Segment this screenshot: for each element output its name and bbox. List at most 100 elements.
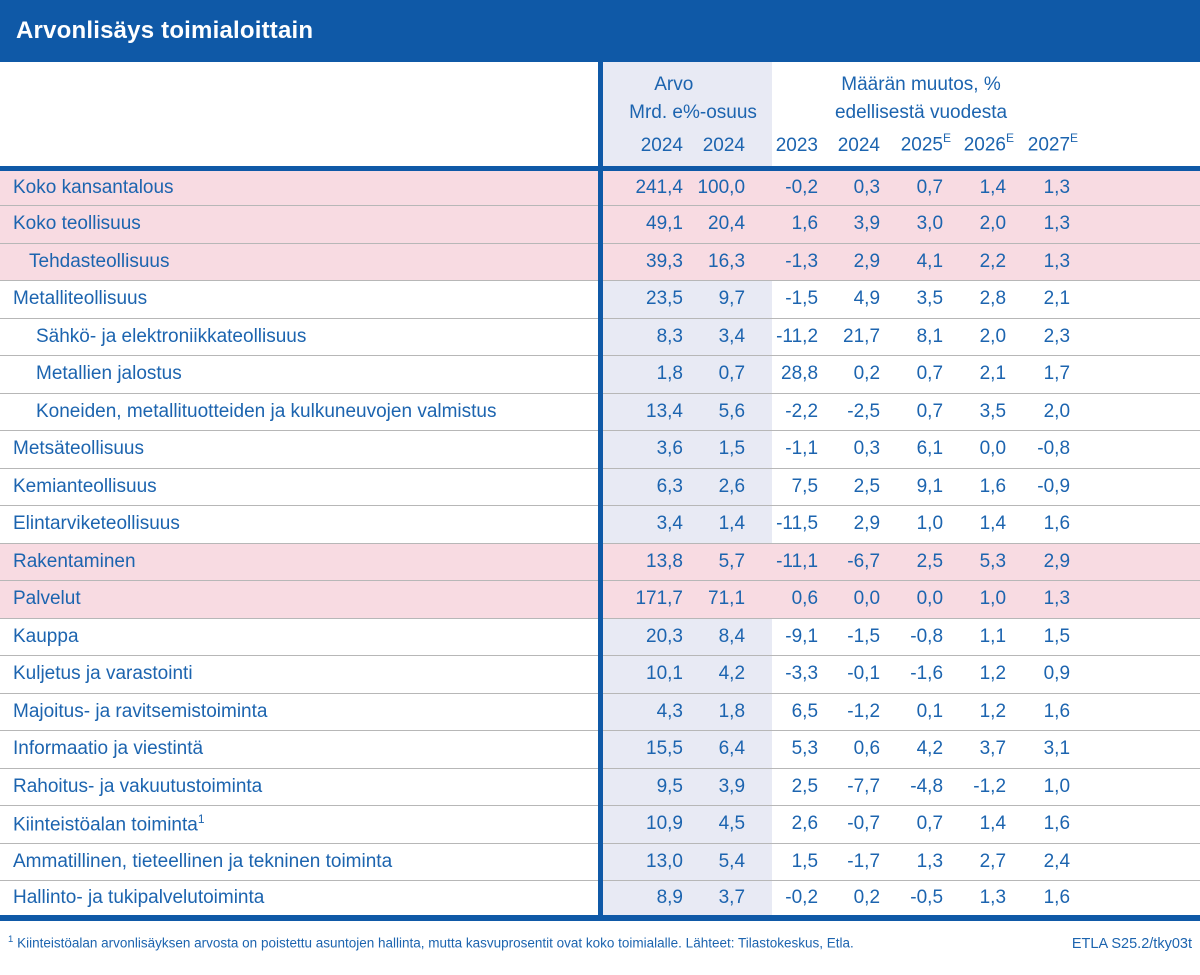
table-row: Koneiden, metallituotteiden ja kulkuneuv… — [0, 392, 1200, 431]
cell-value: 20,3 — [600, 617, 683, 656]
cell-value: 1,4 — [943, 168, 1007, 206]
cell-value: 3,6 — [600, 430, 683, 468]
cell-value: 1,4 — [943, 505, 1007, 543]
cell-value: 2,7 — [943, 842, 1007, 881]
cell-value: 2,9 — [818, 505, 881, 543]
cell-value: -1,1 — [772, 430, 819, 468]
cell-value: 5,4 — [683, 842, 773, 881]
col-header-year-osuus: 2024 — [683, 125, 773, 171]
cell-value: 0,0 — [943, 430, 1007, 468]
cell-value: -1,5 — [818, 617, 881, 656]
cell-value: 0,6 — [818, 730, 881, 768]
table-row: Hallinto- ja tukipalvelutoiminta 8,9 3,7 -0… — [0, 880, 1200, 921]
col-header-2026e: 2026E — [943, 125, 1014, 171]
cell-value: -1,5 — [772, 280, 819, 318]
cell-value: -1,2 — [818, 692, 881, 731]
cell-value: 10,9 — [600, 805, 683, 843]
cell-filler — [1070, 730, 1200, 768]
cell-value: 100,0 — [683, 168, 773, 206]
cell-value: 1,5 — [683, 430, 773, 468]
row-label: Kuljetus ja varastointi — [0, 655, 603, 693]
cell-value: 1,3 — [1006, 205, 1071, 243]
cell-value: -1,2 — [943, 767, 1007, 806]
row-label: Kiinteistöalan toiminta1 — [0, 805, 603, 843]
cell-value: 2,6 — [772, 805, 819, 843]
cell-value: 2,5 — [818, 467, 881, 506]
cell-value: 3,5 — [943, 392, 1007, 431]
table-row: Metalliteollisuus 23,5 9,7 -1,5 4,9 3,5 2,8 2,1 — [0, 280, 1200, 318]
header-label-spacer — [0, 62, 603, 98]
cell-value: 0,1 — [880, 692, 944, 731]
page-title: Arvonlisäys toimialoittain — [16, 17, 314, 44]
header-filler — [1070, 62, 1200, 98]
cell-value: -1,3 — [772, 242, 819, 281]
cell-value: 9,5 — [600, 767, 683, 806]
cell-value: 2,1 — [1006, 280, 1071, 318]
cell-filler — [1070, 168, 1200, 206]
cell-value: -1,7 — [818, 842, 881, 881]
cell-value: 1,3 — [1006, 242, 1071, 281]
cell-value: 2,5 — [772, 767, 819, 806]
header-row-years: 2024 2024 2023 2024 2025E 2026E 2027E — [0, 125, 1200, 171]
table-row: Informaatio ja viestintä 15,5 6,4 5,3 0,6 4,2… — [0, 730, 1200, 768]
cell-value: -0,2 — [772, 168, 819, 206]
row-label: Koneiden, metallituotteiden ja kulkuneuv… — [0, 392, 603, 431]
cell-value: 1,6 — [772, 205, 819, 243]
cell-value: 1,7 — [1006, 355, 1071, 393]
col-header-2027e: 2027E — [1006, 125, 1078, 171]
table-body: Koko kansantalous 241,4 100,0 -0,2 0,3 0,7 1,4… — [0, 168, 1200, 921]
cell-value: 6,5 — [772, 692, 819, 731]
row-label: Metsäteollisuus — [0, 430, 603, 468]
cell-filler — [1070, 880, 1200, 921]
cell-filler — [1070, 205, 1200, 243]
cell-value: 0,7 — [880, 392, 944, 431]
cell-value: 0,7 — [683, 355, 773, 393]
table-row: Ammatillinen, tieteellinen ja tekninen t… — [0, 842, 1200, 881]
row-label: Palvelut — [0, 580, 603, 618]
cell-value: 4,2 — [880, 730, 944, 768]
row-label: Metallien jalostus — [0, 355, 603, 393]
cell-value: 2,1 — [943, 355, 1007, 393]
cell-value: -11,1 — [772, 542, 819, 581]
header-label-spacer — [0, 98, 603, 125]
cell-filler — [1070, 767, 1200, 806]
table-row: Metallien jalostus 1,8 0,7 28,8 0,2 0,7 2,1 1,7 — [0, 355, 1200, 393]
col-group-muutos-line1: Määrän muutos, % — [841, 74, 1001, 95]
cell-value: 3,9 — [683, 767, 773, 806]
cell-value: 1,6 — [943, 467, 1007, 506]
row-label: Majoitus- ja ravitsemistoiminta — [0, 692, 603, 731]
cell-value: 4,2 — [683, 655, 773, 693]
cell-value: 8,1 — [880, 317, 944, 356]
footnote-marker: 1 — [8, 934, 14, 945]
row-label: Metalliteollisuus — [0, 280, 603, 318]
cell-value: 1,3 — [880, 842, 944, 881]
cell-value: 3,0 — [880, 205, 944, 243]
row-label: Kauppa — [0, 617, 603, 656]
cell-value: -9,1 — [772, 617, 819, 656]
cell-value: 10,1 — [600, 655, 683, 693]
footnote: 1 Kiinteistöalan arvonlisäyksen arvosta … — [8, 934, 854, 951]
cell-value: 4,1 — [880, 242, 944, 281]
cell-value: 9,7 — [683, 280, 773, 318]
cell-value: 28,8 — [772, 355, 819, 393]
cell-value: 1,4 — [683, 505, 773, 543]
cell-value: 4,5 — [683, 805, 773, 843]
table-row: Sähkö- ja elektroniikkateollisuus 8,3 3,4-… — [0, 317, 1200, 356]
cell-value: -11,5 — [772, 505, 819, 543]
col-header-osuus: %-osuus — [683, 98, 773, 125]
cell-value: -0,2 — [772, 880, 819, 921]
cell-value: 3,7 — [683, 880, 773, 921]
col-header-mrd-e: Mrd. e — [600, 98, 683, 125]
header-filler — [1070, 125, 1200, 171]
table-row: Palvelut 171,7 71,1 0,6 0,0 0,0 1,0 1,3 — [0, 580, 1200, 618]
value-added-table: Arvo Määrän muutos, % Mrd. e %-osuus ede… — [0, 62, 1200, 921]
cell-value: 1,3 — [1006, 580, 1071, 618]
cell-value: 16,3 — [683, 242, 773, 281]
cell-value: 5,7 — [683, 542, 773, 581]
cell-value: 0,3 — [818, 168, 881, 206]
cell-value: 15,5 — [600, 730, 683, 768]
cell-value: 3,7 — [943, 730, 1007, 768]
cell-value: 1,3 — [1006, 168, 1071, 206]
header-row-units: Mrd. e %-osuus edellisestä vuodesta — [0, 98, 1200, 125]
cell-filler — [1070, 467, 1200, 506]
